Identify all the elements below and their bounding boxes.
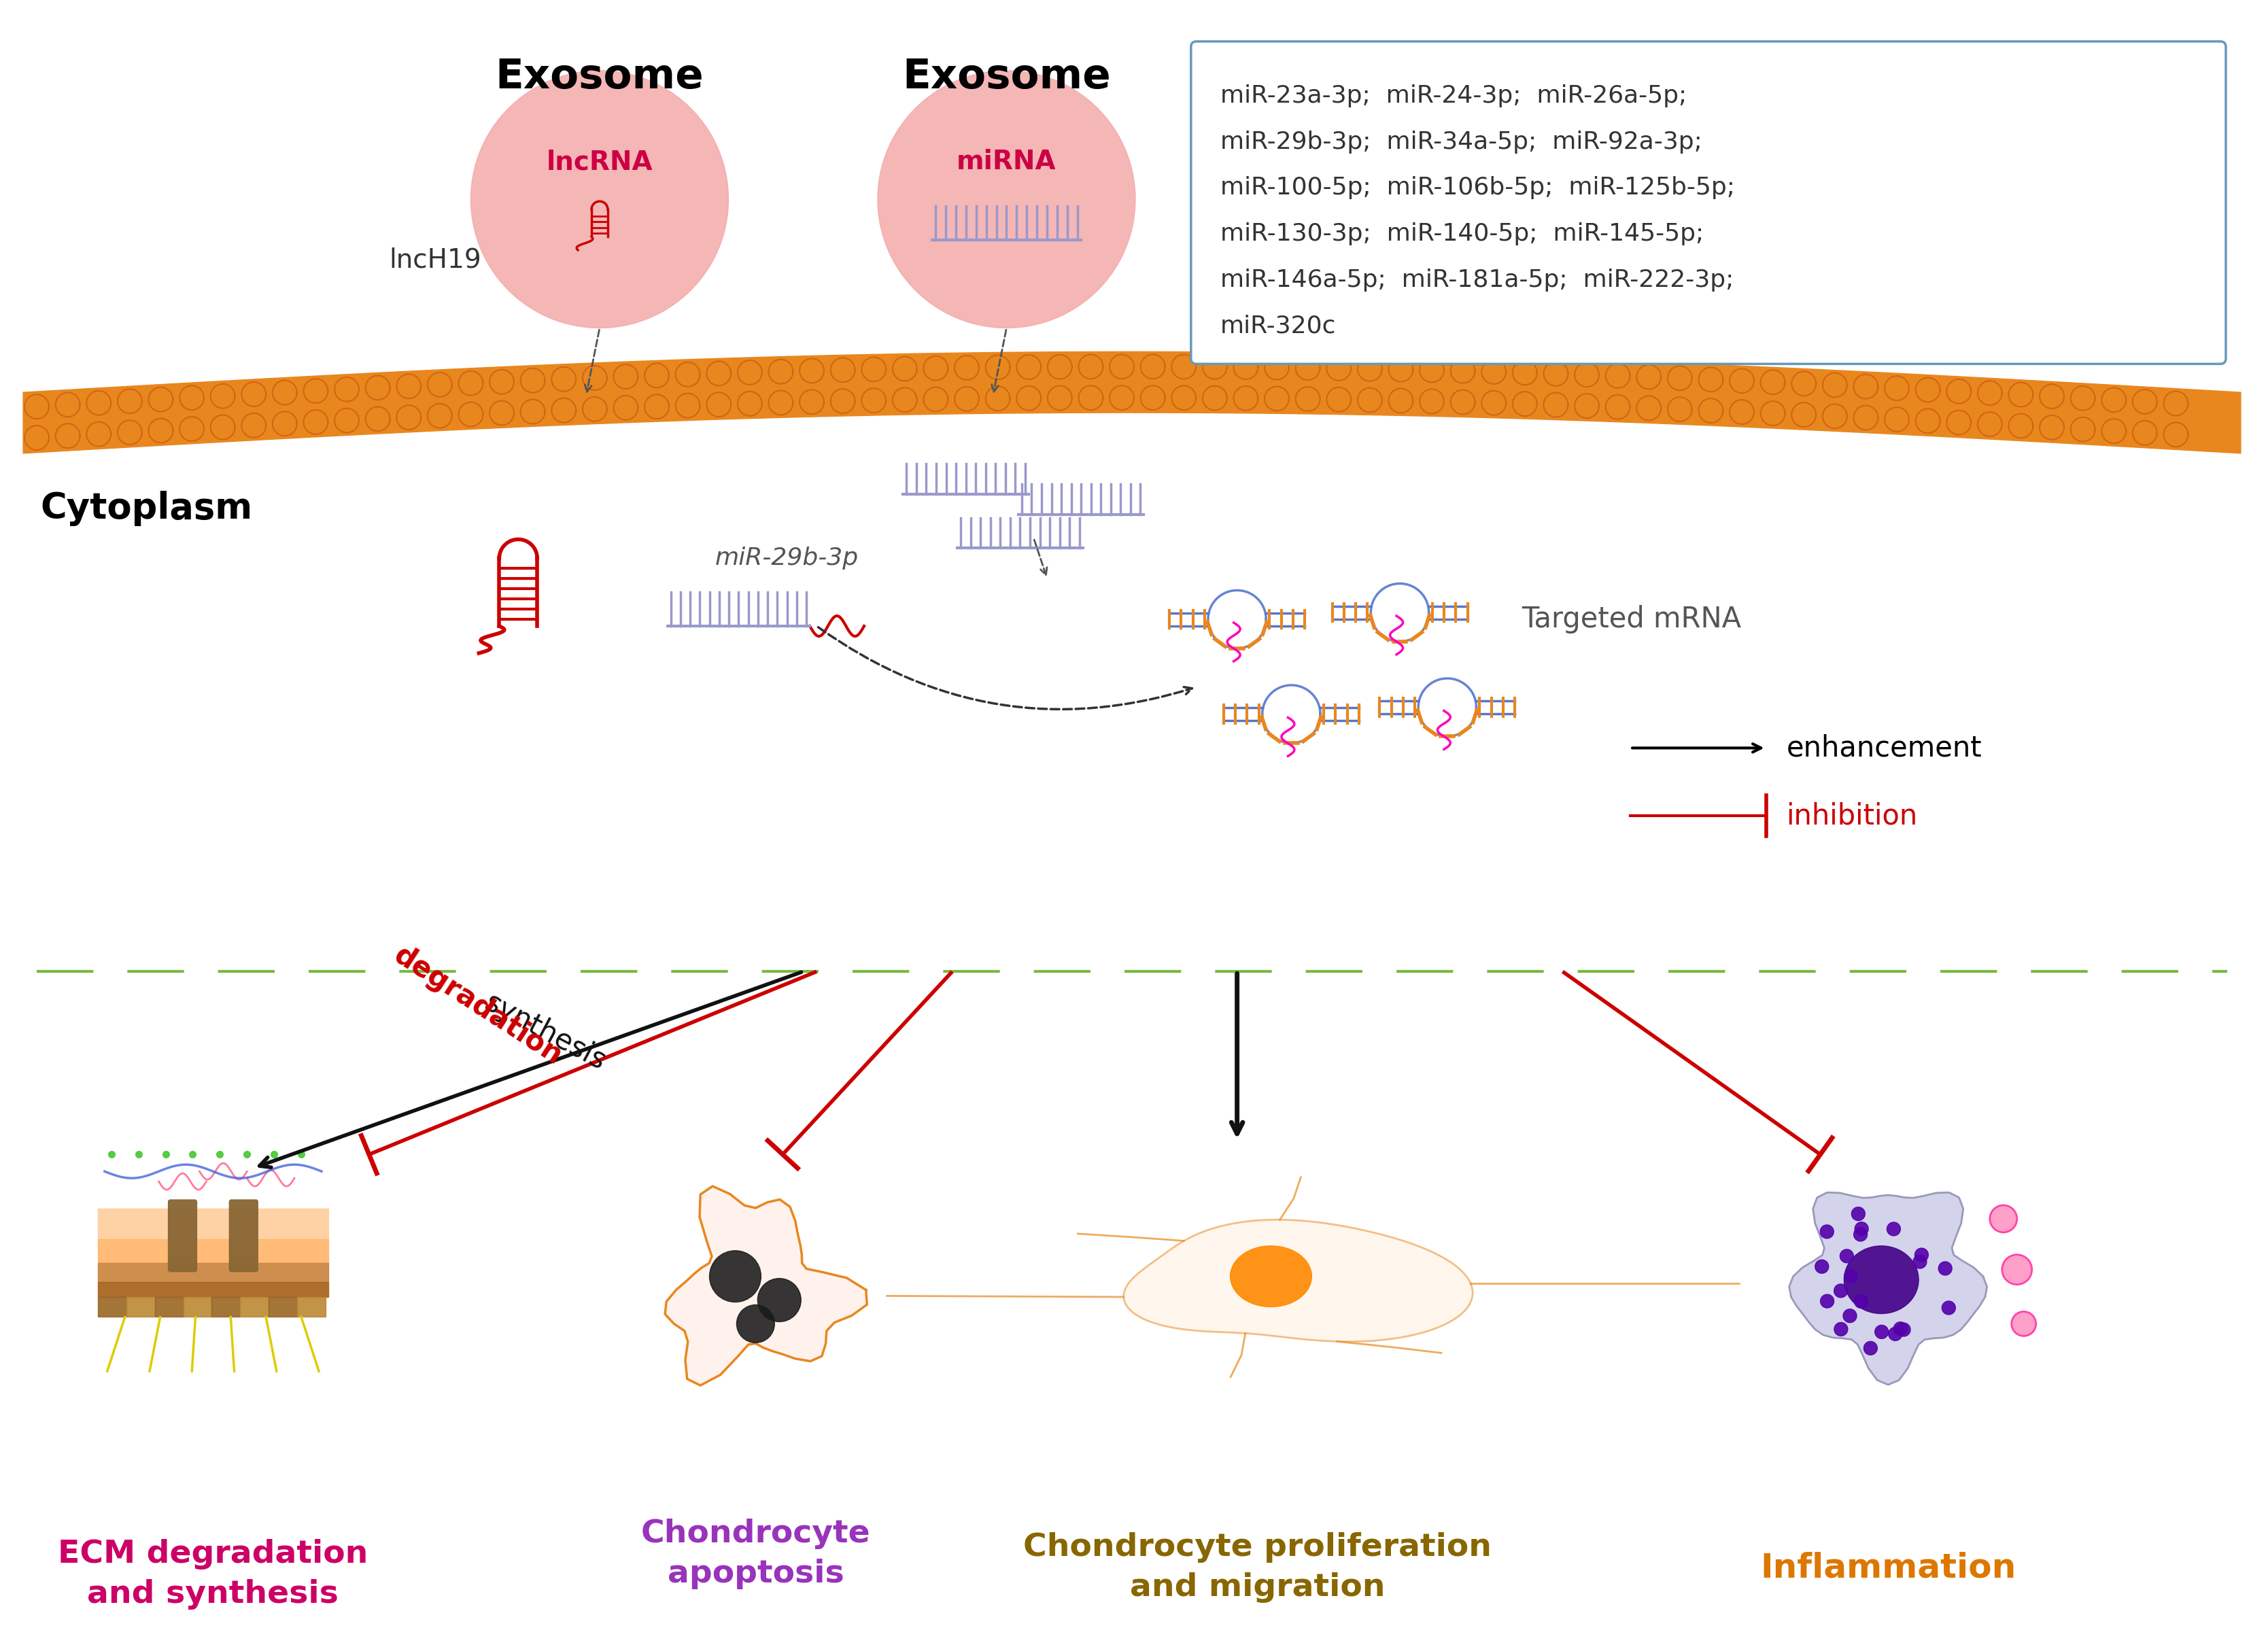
Circle shape (1855, 1295, 1869, 1308)
Text: synthesis: synthesis (481, 989, 610, 1076)
Text: enhancement: enhancement (1787, 734, 1982, 762)
Circle shape (1914, 1249, 1928, 1262)
Circle shape (1839, 1249, 1853, 1263)
Text: miRNA: miRNA (957, 150, 1057, 174)
Circle shape (1844, 1309, 1857, 1323)
Bar (98, 1239, 329, 1263)
Bar (240, 1296, 268, 1318)
Circle shape (758, 1278, 801, 1321)
Circle shape (1941, 1301, 1955, 1314)
Text: miR-100-5p;  miR-106b-5p;  miR-125b-5p;: miR-100-5p; miR-106b-5p; miR-125b-5p; (1220, 176, 1735, 199)
Text: Chondrocyte
apoptosis: Chondrocyte apoptosis (642, 1518, 871, 1589)
Text: miR-146a-5p;  miR-181a-5p;  miR-222-3p;: miR-146a-5p; miR-181a-5p; miR-222-3p; (1220, 268, 1733, 291)
Circle shape (1844, 1270, 1857, 1283)
Circle shape (1821, 1295, 1835, 1308)
Circle shape (1814, 1260, 1828, 1273)
Bar (98, 1296, 127, 1318)
Circle shape (2012, 1311, 2037, 1336)
Polygon shape (665, 1186, 866, 1385)
Circle shape (1939, 1262, 1953, 1275)
Text: lncH19: lncH19 (390, 247, 481, 273)
Circle shape (1914, 1255, 1928, 1268)
Bar (98, 1209, 329, 1239)
Polygon shape (1123, 1219, 1472, 1342)
Text: Inflammation: Inflammation (1760, 1551, 2016, 1584)
Polygon shape (23, 352, 2241, 454)
Text: miR-320c: miR-320c (1220, 314, 1336, 337)
Text: Chondrocyte proliferation
and migration: Chondrocyte proliferation and migration (1023, 1531, 1492, 1602)
Ellipse shape (1229, 1245, 1311, 1306)
Text: Targeted mRNA: Targeted mRNA (1522, 605, 1742, 633)
Circle shape (2003, 1255, 2032, 1285)
Bar (297, 1296, 327, 1318)
Circle shape (1896, 1323, 1910, 1336)
Text: inhibition: inhibition (1787, 801, 1919, 831)
Circle shape (1855, 1222, 1869, 1235)
Circle shape (1835, 1323, 1848, 1336)
Text: Exosome: Exosome (494, 58, 703, 97)
Circle shape (1894, 1323, 1907, 1336)
Bar (184, 1296, 211, 1318)
FancyBboxPatch shape (168, 1199, 197, 1272)
Circle shape (737, 1304, 776, 1342)
Bar (154, 1296, 184, 1318)
Circle shape (1851, 1207, 1864, 1221)
Circle shape (1887, 1222, 1901, 1235)
Text: miR-29b-3p;  miR-34a-5p;  miR-92a-3p;: miR-29b-3p; miR-34a-5p; miR-92a-3p; (1220, 130, 1701, 153)
Text: miR-23a-3p;  miR-24-3p;  miR-26a-5p;: miR-23a-3p; miR-24-3p; miR-26a-5p; (1220, 84, 1687, 107)
Circle shape (1821, 1226, 1835, 1239)
Text: miR-130-3p;  miR-140-5p;  miR-145-5p;: miR-130-3p; miR-140-5p; miR-145-5p; (1220, 222, 1703, 245)
Text: Cytoplasm: Cytoplasm (41, 490, 252, 526)
Bar (268, 1296, 297, 1318)
Text: lncRNA: lncRNA (547, 150, 653, 174)
Circle shape (1864, 1341, 1878, 1355)
Circle shape (472, 71, 728, 327)
Text: degradation: degradation (388, 941, 567, 1071)
Text: Exosome: Exosome (903, 58, 1111, 97)
Ellipse shape (1844, 1245, 1919, 1314)
Polygon shape (1789, 1193, 1987, 1385)
FancyBboxPatch shape (229, 1199, 259, 1272)
Circle shape (710, 1250, 762, 1303)
Bar (127, 1296, 154, 1318)
Circle shape (1989, 1206, 2016, 1232)
Bar (98, 1263, 329, 1281)
Bar (98, 1281, 329, 1296)
Circle shape (1853, 1227, 1867, 1242)
Circle shape (1889, 1328, 1903, 1341)
Bar (211, 1296, 240, 1318)
Text: ECM degradation
and synthesis: ECM degradation and synthesis (59, 1540, 367, 1610)
Circle shape (1835, 1285, 1848, 1298)
Circle shape (878, 71, 1136, 327)
FancyBboxPatch shape (1191, 41, 2225, 364)
Circle shape (1876, 1326, 1889, 1339)
Text: miR-29b-3p: miR-29b-3p (714, 546, 857, 569)
